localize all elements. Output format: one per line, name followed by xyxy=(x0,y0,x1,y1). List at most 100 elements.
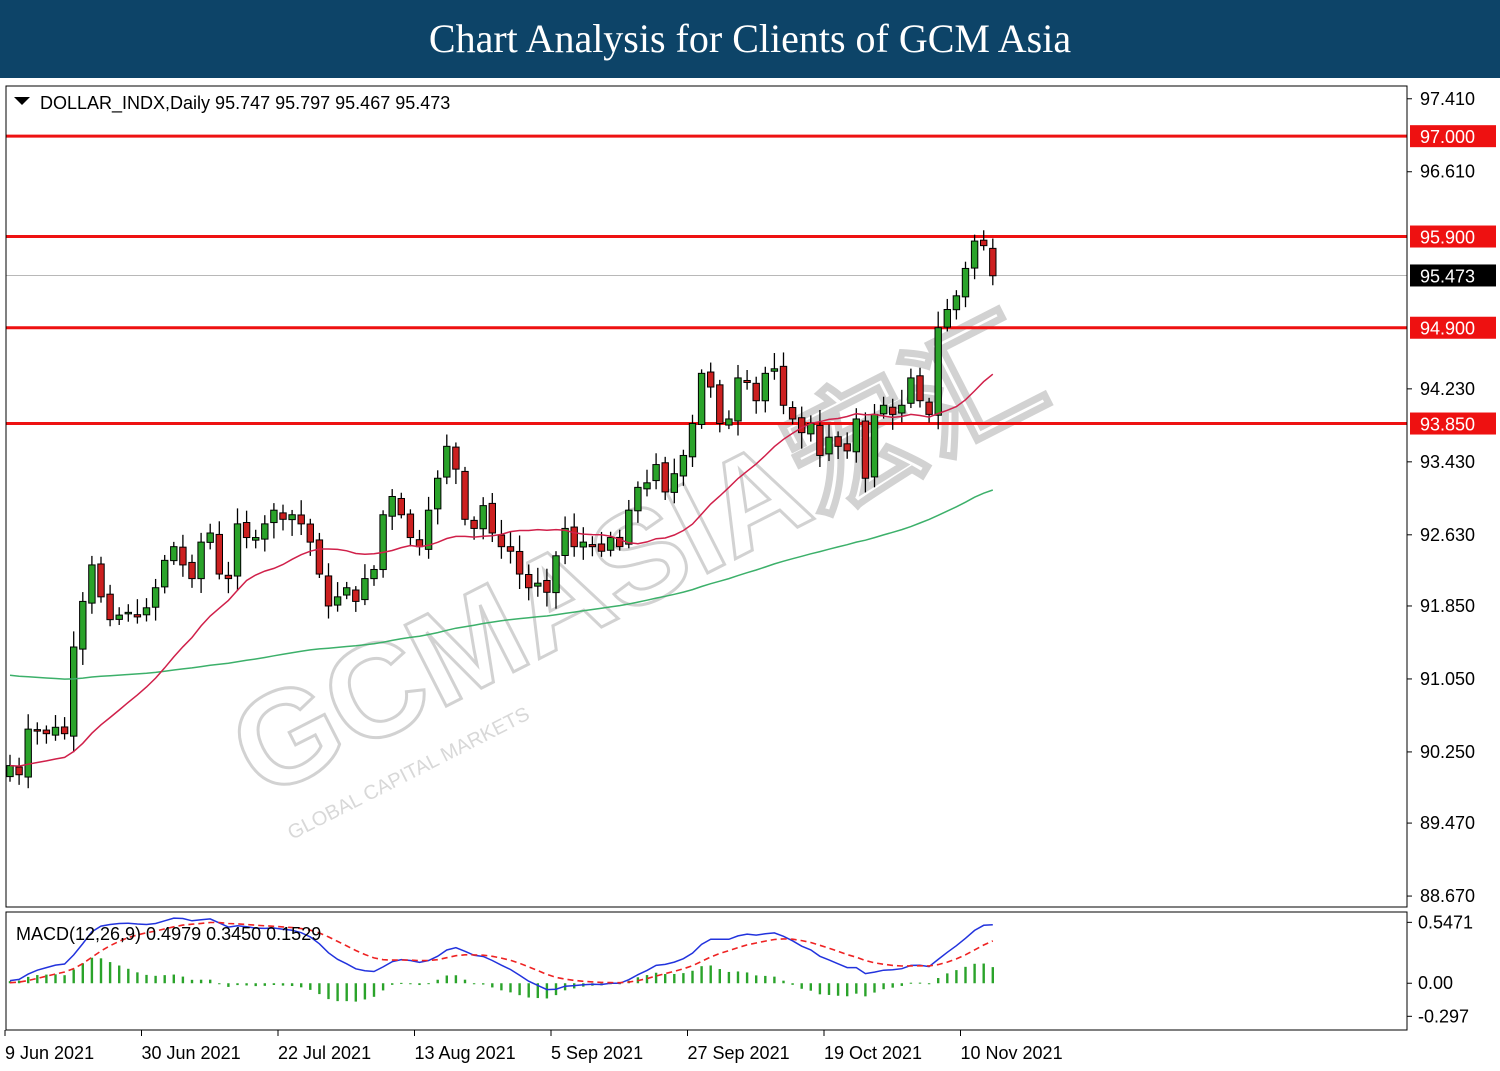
candle xyxy=(697,369,706,429)
ma-100-line xyxy=(9,489,994,680)
macd-hist-bar xyxy=(873,983,876,993)
price-chart: GCMASIA宏汇 GLOBAL CAPITAL MARKETS DOLLAR_… xyxy=(0,78,1500,1071)
macd-hist-bar xyxy=(482,983,485,985)
candle xyxy=(907,368,915,409)
price-tick-label: 93.430 xyxy=(1420,452,1475,472)
time-tick-label: 9 Jun 2021 xyxy=(5,1043,94,1063)
macd-frame xyxy=(5,911,1408,1031)
candles xyxy=(6,230,997,789)
candle xyxy=(643,469,651,497)
macd-hist-bar xyxy=(318,983,321,995)
macd-hist-bar xyxy=(154,975,157,984)
signal-line xyxy=(9,921,994,984)
macd-hist-bar xyxy=(855,983,858,994)
candle xyxy=(688,414,697,467)
macd-hist-bar xyxy=(527,983,530,998)
macd-axis: 0.5471 0.00 -0.297 xyxy=(1407,912,1473,1026)
macd-hist-bar xyxy=(236,983,239,986)
macd-hist-bar xyxy=(900,983,903,986)
macd-hist-bar xyxy=(336,983,339,1002)
macd-hist-bar xyxy=(827,983,831,995)
macd-hist-bar xyxy=(727,971,731,984)
candle xyxy=(242,510,251,549)
macd-hist-bar xyxy=(454,975,458,984)
symbol-header: DOLLAR_INDX,Daily 95.747 95.797 95.467 9… xyxy=(40,93,450,114)
macd-tick-label: 0.00 xyxy=(1418,973,1453,993)
macd-hist-bar xyxy=(718,969,721,984)
candle xyxy=(79,592,87,665)
chart-header: DOLLAR_INDX,Daily 95.747 95.797 95.467 9… xyxy=(14,93,450,114)
macd-hist-bar xyxy=(864,983,867,997)
level-tag-label: 97.000 xyxy=(1420,127,1475,147)
macd-hist-bar xyxy=(354,983,357,1002)
candle xyxy=(634,481,642,523)
macd-hist-bar xyxy=(518,983,521,996)
macd-hist-bar xyxy=(409,983,412,985)
macd-hist-bar xyxy=(54,974,57,984)
macd-hist-bar xyxy=(27,976,30,984)
candle xyxy=(661,456,669,500)
macd-hist-bar xyxy=(809,983,812,991)
candle xyxy=(297,500,305,536)
candle xyxy=(434,470,442,525)
macd-hist-bar xyxy=(90,957,94,984)
candle xyxy=(970,234,979,280)
macd-hist-bar xyxy=(664,974,667,984)
macd-hist-bar xyxy=(918,982,922,984)
candle xyxy=(142,598,151,622)
macd-hist-bar xyxy=(381,983,385,991)
candle xyxy=(397,492,406,519)
macd-hist-bar xyxy=(791,983,794,985)
macd-hist-bar xyxy=(163,975,166,984)
candle xyxy=(88,555,96,614)
macd-hist-bar xyxy=(654,972,658,984)
macd-hist-bar xyxy=(145,974,148,984)
price-tick-label: 96.610 xyxy=(1420,162,1475,182)
macd-hist-bar xyxy=(955,970,958,984)
candle xyxy=(424,496,433,559)
candle xyxy=(470,516,478,540)
macd-hist-bar xyxy=(254,983,257,987)
price-tick-label: 90.250 xyxy=(1420,742,1475,762)
candle xyxy=(570,513,578,557)
macd-hist-bar xyxy=(736,971,740,984)
candle xyxy=(788,401,797,425)
macd-hist-bar xyxy=(327,983,330,1000)
candle xyxy=(51,715,60,741)
candle xyxy=(861,412,870,493)
candle xyxy=(461,466,469,526)
level-tag: 94.900 xyxy=(1410,316,1496,339)
level-tag: 93.850 xyxy=(1410,412,1496,435)
candle xyxy=(879,396,888,419)
candle xyxy=(716,379,724,433)
candle xyxy=(889,398,897,430)
candle xyxy=(306,518,315,556)
ma-20-line xyxy=(9,373,994,767)
macd-hist-bar xyxy=(682,973,685,984)
macd-hist-bar xyxy=(509,983,512,993)
candle xyxy=(515,535,524,590)
macd-hist-bar xyxy=(309,983,312,990)
candle xyxy=(343,581,351,600)
macd-hist-bar xyxy=(63,975,66,984)
macd-hist-bar xyxy=(36,975,39,984)
candle xyxy=(443,434,451,485)
macd-hist-bar xyxy=(245,983,248,986)
macd-panel: MACD(12,26,9) 0.4979 0.3450 0.1529 xyxy=(5,911,1408,1031)
macd-hist-bar xyxy=(545,983,549,999)
candle xyxy=(852,408,860,463)
macd-hist-bar xyxy=(491,983,494,988)
level-tag: 97.000 xyxy=(1410,125,1496,148)
candle xyxy=(452,442,460,485)
macd-hist-bar xyxy=(673,973,676,984)
candle xyxy=(707,362,715,398)
macd-hist-bar xyxy=(290,983,294,987)
candle xyxy=(534,567,542,597)
dropdown-triangle-icon[interactable] xyxy=(14,97,30,105)
macd-hist-bar xyxy=(281,983,285,986)
candle xyxy=(15,757,23,785)
macd-hist-bar xyxy=(45,974,48,984)
candle xyxy=(179,534,187,577)
macd-hist-bar xyxy=(427,983,430,985)
candle xyxy=(934,311,942,430)
